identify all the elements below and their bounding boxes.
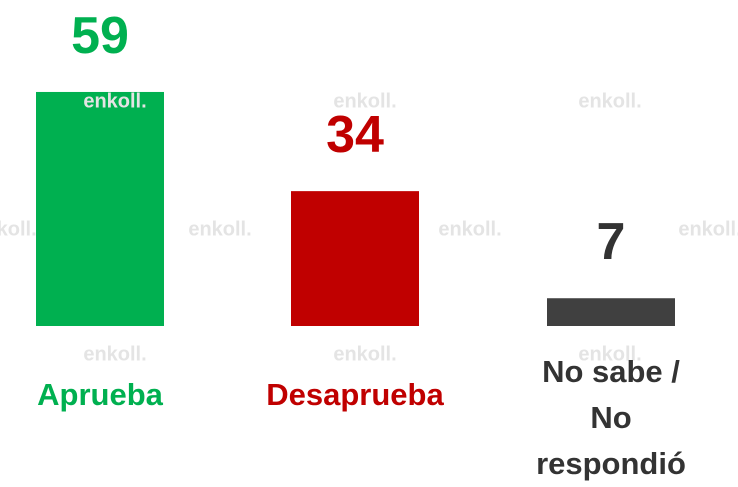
watermark: enkoll.: [83, 343, 147, 366]
watermark: enkoll.: [333, 90, 397, 113]
bar: [547, 298, 675, 326]
value-label: 59: [71, 6, 129, 65]
category-label: Desaprueba: [266, 377, 444, 412]
category-label: No sabe / No respondió: [536, 354, 686, 481]
category-label: Aprueba: [37, 377, 163, 412]
bar: [36, 91, 164, 326]
watermark: enkoll.: [438, 218, 502, 241]
bar: [291, 191, 419, 326]
watermark: enkoll.: [83, 90, 147, 113]
watermark: enkoll.: [0, 218, 37, 241]
watermark: enkoll.: [333, 343, 397, 366]
page: (() => { const data = JSON.parse(documen…: [0, 6, 738, 481]
chart: [36, 91, 675, 326]
value-label: 7: [596, 213, 626, 272]
value-label: 34: [326, 106, 384, 165]
watermark: enkoll.: [188, 218, 252, 241]
watermark: enkoll.: [578, 90, 642, 113]
watermark: enkoll.: [678, 218, 738, 241]
watermark: enkoll.: [578, 343, 642, 366]
